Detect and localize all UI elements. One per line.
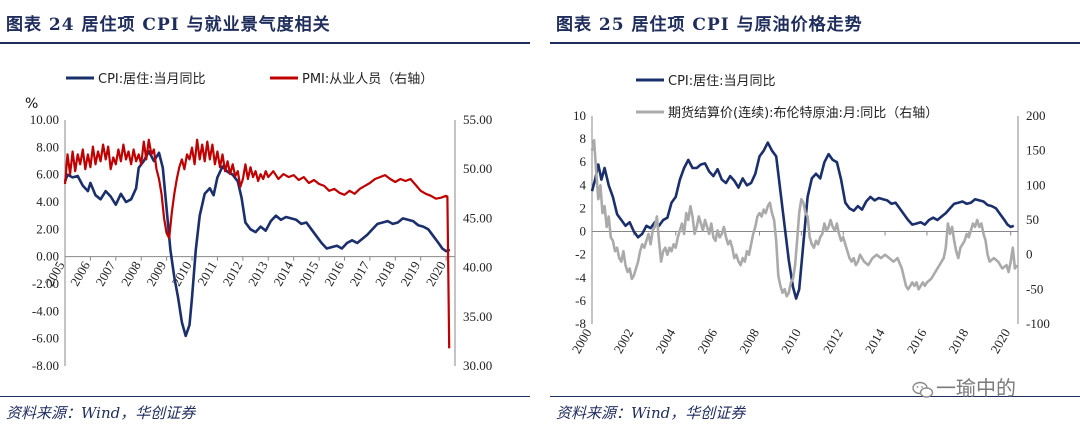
y-right-tick-label: 35.00 xyxy=(463,309,492,324)
y-left-tick-label: -8.00 xyxy=(32,358,59,373)
x-tick-label: 2008 xyxy=(736,326,762,356)
x-tick-label: 2012 xyxy=(219,259,245,289)
x-tick-label: 2016 xyxy=(321,258,347,288)
x-tick-label: 2020 xyxy=(423,259,449,289)
x-tick-label: 2012 xyxy=(820,326,846,356)
y-left-tick-label: 0 xyxy=(580,224,587,239)
y-left-tick-label: 6 xyxy=(580,154,587,169)
y-right-tick-label: 0 xyxy=(1026,247,1033,262)
legend-label-2: PMI:从业人员（右轴） xyxy=(302,72,433,87)
y-left-tick-label: -6 xyxy=(575,293,586,308)
series-line-2 xyxy=(590,139,1019,298)
y-right-tick-label: -100 xyxy=(1026,316,1050,331)
title-rule xyxy=(550,42,1080,44)
y-left-tick-label: 4.00 xyxy=(36,194,59,209)
y-left-tick-label: 8 xyxy=(580,131,587,146)
legend-label-1: CPI:居住:当月同比 xyxy=(668,74,776,89)
x-tick-label: 2006 xyxy=(694,326,720,356)
series-line-1 xyxy=(63,150,451,338)
cpi-pmi-chart: 10.00 8.00 6.00 4.00 2.00 0.00 -2.00 -4.00 -6.00… xyxy=(25,72,492,373)
y-right-tick-label: 45.00 xyxy=(463,210,492,225)
x-tick-label: 2016 xyxy=(904,326,930,356)
x-tick-label: 2011 xyxy=(194,259,220,289)
y-left-tick-label: 0.00 xyxy=(36,249,59,264)
y-right-tick-label: 50.00 xyxy=(463,161,492,176)
y-right-tick-label: 200 xyxy=(1026,108,1046,123)
source-rule xyxy=(550,396,1080,397)
legend-label-2: 期货结算价(连续):布伦特原油:月:同比（右轴） xyxy=(668,105,938,121)
figure-24-source: 资料来源：Wind，华创证券 xyxy=(6,404,196,422)
x-tick-label: 2004 xyxy=(652,326,678,356)
y-right-tick-label: 30.00 xyxy=(463,358,492,373)
x-tick-label: 2013 xyxy=(245,259,271,289)
y-right-tick-label: 55.00 xyxy=(463,112,492,127)
y-left-tick-label: -8 xyxy=(575,316,586,331)
y-left-tick-label: 6.00 xyxy=(36,167,59,182)
y-left-tick-label: 2 xyxy=(580,200,587,215)
x-tick-label: 2018 xyxy=(372,259,398,289)
x-tick-label: 2007 xyxy=(92,258,118,288)
watermark-text: 一瑜中的 xyxy=(936,376,1016,400)
y-left-tick-label: -4.00 xyxy=(32,303,59,318)
y-left-tick-label: -2 xyxy=(575,247,586,262)
x-tick-label: 2014 xyxy=(862,326,888,356)
figure-25-title: 图表 25 居住项 CPI 与原油价格走势 xyxy=(556,15,863,35)
figure-24-panel: 图表 24 居住项 CPI 与就业景气度相关 10.00 8.00 6.00 4.00… xyxy=(0,0,530,432)
series-line-1 xyxy=(590,141,1015,300)
y-left-tick-label: 4 xyxy=(580,177,587,192)
x-tick-label: 2009 xyxy=(143,259,169,289)
y-right-tick-label: 50 xyxy=(1026,212,1039,227)
watermark: 一瑜中的 xyxy=(912,372,1016,401)
source-rule xyxy=(0,396,530,397)
x-tick-label: 2010 xyxy=(778,326,804,356)
y-left-tick-label: -6.00 xyxy=(32,331,59,346)
y-left-tick-label: 8.00 xyxy=(36,139,59,154)
y-left-tick-label: 2.00 xyxy=(36,221,59,236)
x-tick-label: 2014 xyxy=(270,258,296,288)
title-rule xyxy=(0,42,530,44)
x-tick-label: 2019 xyxy=(397,259,423,289)
x-tick-label: 2017 xyxy=(346,258,372,288)
x-tick-label: 2006 xyxy=(67,258,93,288)
y-left-tick-label: -2.00 xyxy=(32,276,59,291)
x-tick-label: 2018 xyxy=(945,326,971,356)
x-tick-label: 2000 xyxy=(569,326,595,356)
wechat-icon xyxy=(912,381,934,398)
y-left-tick-label: 10.00 xyxy=(30,112,59,127)
y-right-tick-label: 150 xyxy=(1026,143,1046,158)
y-left-tick-label: -4 xyxy=(575,270,586,285)
figure-25-panel: 图表 25 居住项 CPI 与原油价格走势 10 8 6 4 2 0 -2 -4 -6 -8 200… xyxy=(550,0,1080,432)
figure-25-source: 资料来源：Wind，华创证券 xyxy=(556,404,746,422)
cpi-brent-chart: 10 8 6 4 2 0 -2 -4 -6 -8 200 150 100 50 0 -50 -100 2000 20… xyxy=(569,74,1050,356)
y-right-tick-label: -50 xyxy=(1026,281,1043,296)
x-tick-label: 2020 xyxy=(987,326,1013,356)
y-right-tick-label: 100 xyxy=(1026,177,1046,192)
y-left-tick-label: 10 xyxy=(573,108,586,123)
x-tick-label: 2015 xyxy=(296,259,322,289)
x-tick-label: 2008 xyxy=(118,259,144,289)
x-tick-label: 2002 xyxy=(610,326,636,356)
legend-label-1: CPI:居住:当月同比 xyxy=(98,72,206,87)
series-line-2 xyxy=(63,138,451,349)
y-right-tick-label: 40.00 xyxy=(463,260,492,275)
y-unit-label: % xyxy=(25,96,38,112)
figure-24-title: 图表 24 居住项 CPI 与就业景气度相关 xyxy=(6,15,331,35)
